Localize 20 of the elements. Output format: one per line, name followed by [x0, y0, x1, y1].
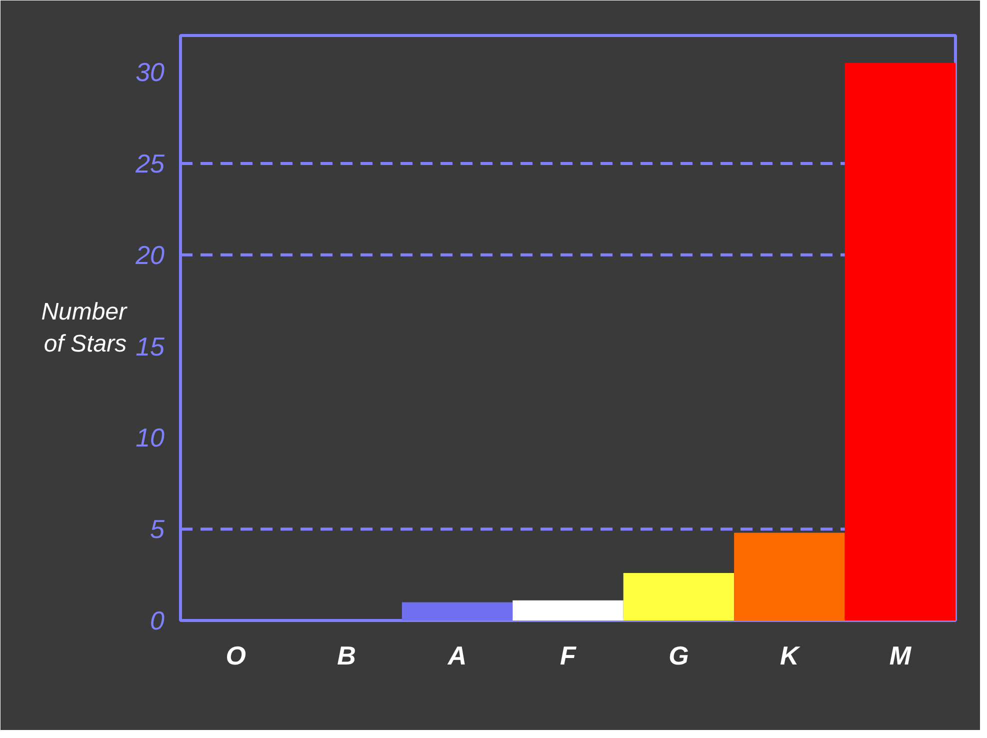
y-tick-label: 10 — [136, 422, 166, 453]
x-tick-label: G — [668, 640, 689, 670]
y-tick-label: 0 — [150, 606, 166, 636]
x-tick-label: M — [889, 640, 912, 670]
y-tick-label: 20 — [134, 240, 166, 270]
bar — [512, 600, 624, 620]
y-tick-label: 25 — [134, 148, 166, 178]
bar — [623, 572, 734, 620]
x-tick-label: O — [226, 640, 246, 670]
y-tick-label: 30 — [136, 57, 166, 88]
bar — [844, 62, 956, 620]
x-tick-label: K — [780, 640, 802, 670]
x-tick-label: A — [446, 640, 467, 670]
x-tick-label: F — [560, 640, 578, 670]
bar — [734, 532, 845, 620]
y-axis-title: Number of Stars — [41, 298, 128, 358]
x-tick-label: B — [337, 640, 356, 670]
y-tick-label: 15 — [136, 331, 166, 362]
bar — [402, 602, 513, 620]
y-tick-label: 5 — [150, 514, 166, 544]
